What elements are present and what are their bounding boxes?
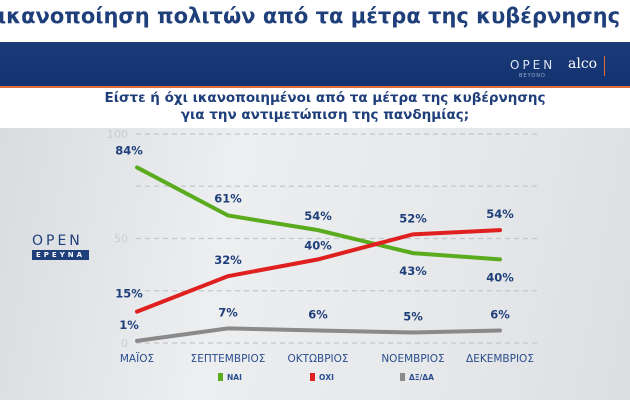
open-beyond-logo: BEYOND	[519, 73, 546, 79]
legend-swatch	[400, 373, 405, 381]
data-label: 5%	[403, 310, 423, 324]
data-label: 40%	[486, 270, 514, 284]
open-ereuna-logo-top: OPEN	[32, 233, 83, 249]
data-label: 6%	[490, 307, 510, 321]
open-ereuna-logo: OPEN ΕΡΕΥΝΑ	[32, 233, 90, 260]
x-tick-label: ΜΑΪΟΣ	[120, 352, 154, 365]
x-tick-label: ΔΕΚΕΜΒΡΙΟΣ	[466, 353, 534, 365]
data-label: 1%	[119, 318, 139, 332]
series-line-ΔΞ/ΔΑ	[135, 326, 502, 343]
chart-title-line1: Είστε ή όχι ικανοποιημένοι από τα μέτρα …	[104, 90, 546, 106]
legend-swatch	[218, 373, 223, 381]
data-label: 32%	[214, 253, 242, 267]
data-label: 52%	[399, 211, 427, 225]
banner	[0, 42, 630, 88]
x-tick-label: ΟΚΤΩΒΡΙΟΣ	[287, 353, 348, 365]
x-tick-label: ΝΟΕΜΒΡΙΟΣ	[381, 353, 444, 365]
y-tick-label: 50	[114, 233, 128, 246]
legend-label: ΟΧΙ	[319, 373, 334, 382]
logo-divider	[604, 56, 605, 76]
series-line-ΟΧΙ	[135, 228, 502, 314]
y-tick-label: 0	[121, 337, 128, 350]
data-label: 40%	[304, 238, 332, 252]
x-tick-label: ΣΕΠΤΕΜΒΡΙΟΣ	[191, 353, 266, 365]
chart-title: Είστε ή όχι ικανοποιημένοι από τα μέτρα …	[0, 90, 630, 128]
alco-logo: alco	[568, 56, 598, 72]
data-label: 7%	[218, 305, 238, 319]
chart-background	[0, 128, 630, 400]
data-label: 61%	[214, 192, 242, 206]
legend-label: ΔΞ/ΔΑ	[409, 373, 434, 382]
data-label: 6%	[308, 307, 328, 321]
legend-swatch	[310, 373, 315, 381]
data-label: 84%	[115, 143, 143, 157]
data-label: 54%	[486, 207, 514, 221]
open-ereuna-logo-bottom: ΕΡΕΥΝΑ	[32, 250, 90, 260]
data-label: 54%	[304, 209, 332, 223]
data-label: 15%	[115, 287, 143, 301]
legend-label: ΝΑΙ	[227, 373, 242, 382]
y-tick-label: 100	[107, 128, 128, 141]
page-title: ικανοποίηση πολιτών από τα μέτρα της κυβ…	[0, 4, 621, 28]
chart-title-line2: για την αντιμετώπιση της πανδημίας;	[180, 107, 470, 123]
open-logo: OPEN	[510, 58, 556, 72]
data-label: 43%	[399, 264, 427, 278]
series-line-ΝΑΙ	[135, 165, 502, 262]
